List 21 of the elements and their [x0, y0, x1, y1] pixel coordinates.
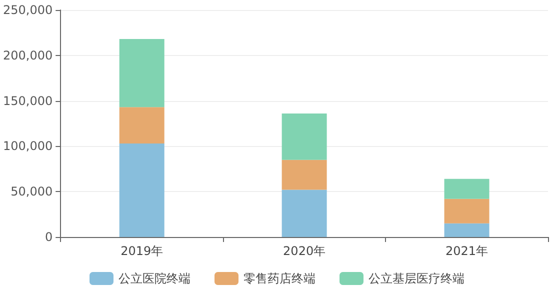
bar: [282, 160, 327, 190]
bar: [282, 190, 327, 237]
bar: [444, 223, 490, 237]
bar: [282, 114, 327, 160]
x-tick-label: 2019年: [120, 244, 164, 258]
legend-label: 零售药店终端: [244, 272, 316, 286]
bar: [119, 39, 164, 108]
y-tick-label: 50,000: [10, 184, 53, 199]
y-tick-label: 0: [44, 230, 53, 244]
x-tick-label: 2021年: [445, 244, 488, 258]
y-tick-label: 100,000: [3, 139, 53, 154]
x-tick-label: 2020年: [283, 244, 326, 258]
y-tick-label: 250,000: [3, 3, 53, 17]
legend-label: 公立基层医疗终端: [368, 272, 464, 286]
bar: [119, 107, 164, 144]
y-tick-label: 200,000: [3, 48, 53, 62]
legend-label: 公立医院终端: [118, 272, 190, 286]
bar: [444, 198, 490, 224]
bar: [119, 143, 164, 237]
bar: [444, 178, 490, 199]
y-tick-label: 150,000: [3, 94, 53, 108]
